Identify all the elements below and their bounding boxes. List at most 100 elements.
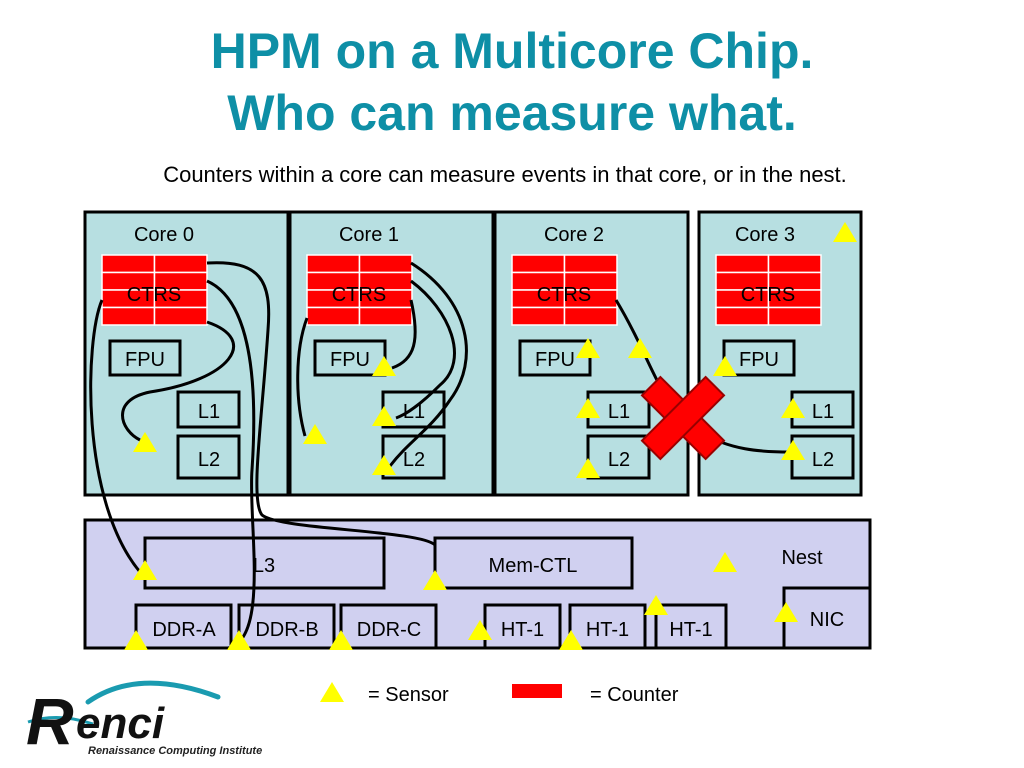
counter-cell bbox=[715, 254, 770, 274]
ctrs-label: CTRS bbox=[332, 284, 386, 306]
ht-label: HT-1 bbox=[586, 619, 629, 641]
sensor-icon bbox=[628, 338, 652, 358]
counter-cell bbox=[511, 254, 566, 274]
counter-cell bbox=[101, 306, 156, 326]
svg-text:Renaissance Computing Institut: Renaissance Computing Institute bbox=[88, 745, 262, 757]
l1-label: L1 bbox=[608, 401, 630, 423]
counter-block-2 bbox=[511, 254, 618, 326]
counter-cell bbox=[563, 254, 618, 274]
counter-cell bbox=[715, 306, 770, 326]
sensor-icon bbox=[833, 222, 857, 242]
core-3-label: Core 3 bbox=[735, 224, 795, 246]
renci-logo: R enci Renaissance Computing Institute bbox=[26, 680, 262, 758]
connection-line bbox=[388, 261, 468, 467]
counter-cell bbox=[153, 254, 208, 274]
svg-text:R: R bbox=[26, 684, 74, 758]
ht-box bbox=[654, 603, 728, 650]
counter-cell bbox=[306, 306, 361, 326]
title-line-2: Who can measure what. bbox=[227, 85, 797, 141]
ddr-box bbox=[339, 603, 438, 650]
ctrs-label: CTRS bbox=[127, 284, 181, 306]
l1-label: L1 bbox=[403, 401, 425, 423]
nic-label: NIC bbox=[810, 609, 844, 631]
sensor-icon bbox=[774, 602, 798, 622]
l3-label: L3 bbox=[253, 555, 275, 577]
counter-cell bbox=[767, 306, 822, 326]
core-1-label: Core 1 bbox=[339, 224, 399, 246]
l2-label: L2 bbox=[812, 449, 834, 471]
counter-cell bbox=[511, 306, 566, 326]
connection-line bbox=[395, 279, 456, 420]
sensor-icon bbox=[576, 458, 600, 478]
l1-label: L1 bbox=[198, 401, 220, 423]
sensor-icon bbox=[781, 440, 805, 460]
sensor-icon bbox=[468, 620, 492, 640]
l1-box bbox=[176, 390, 241, 429]
fpu-label: FPU bbox=[125, 349, 165, 371]
counter-cell bbox=[767, 254, 822, 274]
legend-counter-icon bbox=[512, 684, 562, 698]
connection-line bbox=[89, 299, 142, 573]
sensor-icon bbox=[303, 424, 327, 444]
nest-label: Nest bbox=[781, 547, 823, 569]
ht-box bbox=[568, 603, 647, 650]
counter-block-3 bbox=[715, 254, 822, 326]
sensor-icon bbox=[781, 398, 805, 418]
l2-box bbox=[176, 434, 241, 480]
legend-counter-label: = Counter bbox=[590, 684, 679, 706]
sensor-icon bbox=[423, 570, 447, 590]
counter-cell bbox=[563, 306, 618, 326]
sensor-icon bbox=[372, 455, 396, 475]
ddr-box bbox=[237, 603, 336, 650]
ht-label: HT-1 bbox=[669, 619, 712, 641]
sensor-icon bbox=[372, 356, 396, 376]
subtitle: Counters within a core can measure event… bbox=[163, 162, 847, 187]
legend-sensor-label: = Sensor bbox=[368, 684, 449, 706]
counter-cell bbox=[153, 306, 208, 326]
fpu-label: FPU bbox=[535, 349, 575, 371]
ht-label: HT-1 bbox=[501, 619, 544, 641]
fpu-box bbox=[108, 339, 182, 377]
l2-label: L2 bbox=[608, 449, 630, 471]
connection-line bbox=[121, 320, 236, 442]
ddr-label: DDR-A bbox=[152, 619, 216, 641]
ctrs-label: CTRS bbox=[741, 284, 795, 306]
sensor-icon bbox=[133, 432, 157, 452]
sensor-icon bbox=[713, 356, 737, 376]
sensor-icon bbox=[372, 406, 396, 426]
fpu-label: FPU bbox=[739, 349, 779, 371]
counter-block-0 bbox=[101, 254, 208, 326]
ddr-label: DDR-B bbox=[255, 619, 318, 641]
sensor-icon bbox=[713, 552, 737, 572]
sensor-icon bbox=[133, 560, 157, 580]
memctl-label: Mem-CTL bbox=[489, 555, 578, 577]
sensor-icon bbox=[124, 630, 148, 650]
l2-box bbox=[586, 434, 651, 480]
ht-box bbox=[483, 603, 562, 650]
l2-label: L2 bbox=[403, 449, 425, 471]
sensor-icon bbox=[576, 398, 600, 418]
counter-cell bbox=[358, 306, 413, 326]
l1-label: L1 bbox=[812, 401, 834, 423]
core-0-label: Core 0 bbox=[134, 224, 194, 246]
counter-cell bbox=[101, 254, 156, 274]
counter-cell bbox=[358, 254, 413, 274]
sensor-icon bbox=[644, 595, 668, 615]
ddr-label: DDR-C bbox=[357, 619, 421, 641]
counter-block-1 bbox=[306, 254, 413, 326]
connection-line bbox=[206, 261, 437, 547]
connection-line bbox=[296, 317, 309, 437]
legend-sensor-icon bbox=[320, 682, 344, 702]
core-2-label: Core 2 bbox=[544, 224, 604, 246]
sensor-icon bbox=[559, 630, 583, 650]
ctrs-label: CTRS bbox=[537, 284, 591, 306]
title-line-1: HPM on a Multicore Chip. bbox=[210, 23, 814, 79]
ddr-box bbox=[134, 603, 233, 650]
connection-line bbox=[206, 279, 256, 650]
fpu-label: FPU bbox=[330, 349, 370, 371]
l2-label: L2 bbox=[198, 449, 220, 471]
blocked-x-icon bbox=[640, 375, 726, 461]
sensor-icon bbox=[227, 630, 251, 650]
memctl-box bbox=[433, 536, 634, 590]
